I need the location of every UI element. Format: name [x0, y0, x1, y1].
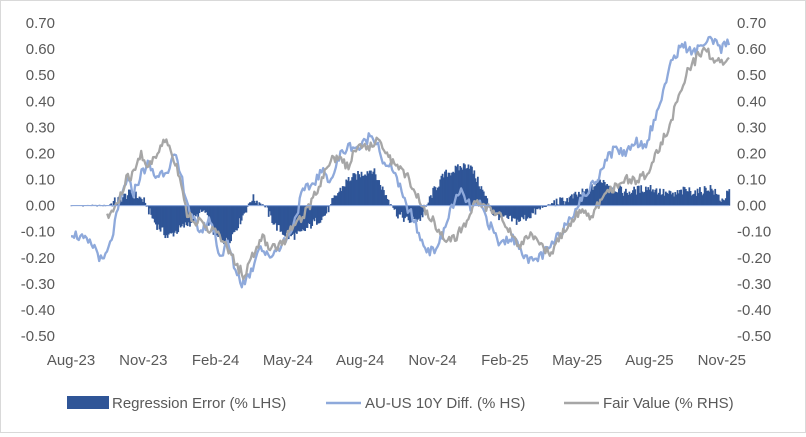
y-left-tick-label: -0.30	[21, 276, 55, 293]
legend-label-regression-error: Regression Error (% LHS)	[112, 395, 286, 412]
y-left-tick-label: 0.00	[26, 198, 55, 215]
x-tick-label: Nov-25	[698, 352, 746, 369]
regression-error-area-series	[70, 163, 730, 244]
regression-error-bar	[728, 189, 730, 205]
x-tick-label: Feb-25	[481, 352, 529, 369]
y-left-tick-label: 0.20	[26, 145, 55, 162]
y-left-tick-label: -0.10	[21, 224, 55, 241]
legend-label-fair-value: Fair Value (% RHS)	[603, 395, 734, 412]
y-right-tick-label: 0.00	[737, 198, 766, 215]
y-right-tick-label: 0.10	[737, 172, 766, 189]
y-left-tick-label: 0.70	[26, 15, 55, 32]
y-axis-right-ticks: 0.70 0.60 0.50 0.40 0.30 0.20 0.10 0.00 -0.10 -0.…	[737, 15, 771, 345]
y-right-tick-label: -0.20	[737, 250, 771, 267]
legend-swatch-regression-error	[67, 396, 109, 409]
y-left-tick-label: 0.60	[26, 41, 55, 58]
y-left-tick-label: -0.50	[21, 328, 55, 345]
x-tick-label: Nov-23	[119, 352, 167, 369]
y-axis-left-ticks: 0.70 0.60 0.50 0.40 0.30 0.20 0.10 0.00 -0.10 -0.…	[21, 15, 55, 345]
x-tick-label: Aug-24	[336, 352, 384, 369]
y-right-tick-label: 0.70	[737, 15, 766, 32]
x-tick-label: Aug-25	[625, 352, 673, 369]
regression-error-bar	[553, 200, 555, 205]
x-tick-label: Nov-24	[408, 352, 456, 369]
y-right-tick-label: -0.40	[737, 302, 771, 319]
x-tick-label: May-25	[552, 352, 602, 369]
y-right-tick-label: -0.30	[737, 276, 771, 293]
y-left-tick-label: -0.40	[21, 302, 55, 319]
y-right-tick-label: 0.50	[737, 67, 766, 84]
y-left-tick-label: 0.10	[26, 172, 55, 189]
y-left-tick-label: 0.30	[26, 119, 55, 136]
y-left-tick-label: -0.20	[21, 250, 55, 267]
y-right-tick-label: 0.30	[737, 119, 766, 136]
y-right-tick-label: 0.40	[737, 93, 766, 110]
line-series-group	[71, 37, 729, 287]
x-tick-label: May-24	[263, 352, 313, 369]
x-axis-ticks: Aug-23 Nov-23 Feb-24 May-24 Aug-24 Nov-24 Feb-…	[47, 352, 746, 369]
x-tick-label: Aug-23	[47, 352, 95, 369]
y-right-tick-label: -0.50	[737, 328, 771, 345]
regression-error-bar	[256, 201, 258, 206]
regression-error-bar	[325, 206, 327, 214]
y-left-tick-label: 0.50	[26, 67, 55, 84]
x-tick-label: Feb-24	[192, 352, 240, 369]
y-right-tick-label: -0.10	[737, 224, 771, 241]
y-right-tick-label: 0.60	[737, 41, 766, 58]
legend: Regression Error (% LHS) AU-US 10Y Diff. …	[67, 395, 734, 412]
y-right-tick-label: 0.20	[737, 145, 766, 162]
y-left-tick-label: 0.40	[26, 93, 55, 110]
fair-value-line	[107, 48, 729, 279]
au-us-10y-diff-line	[71, 37, 729, 287]
legend-label-au-us-diff: AU-US 10Y Diff. (% HS)	[365, 395, 525, 412]
regression-error-bar	[328, 206, 330, 213]
